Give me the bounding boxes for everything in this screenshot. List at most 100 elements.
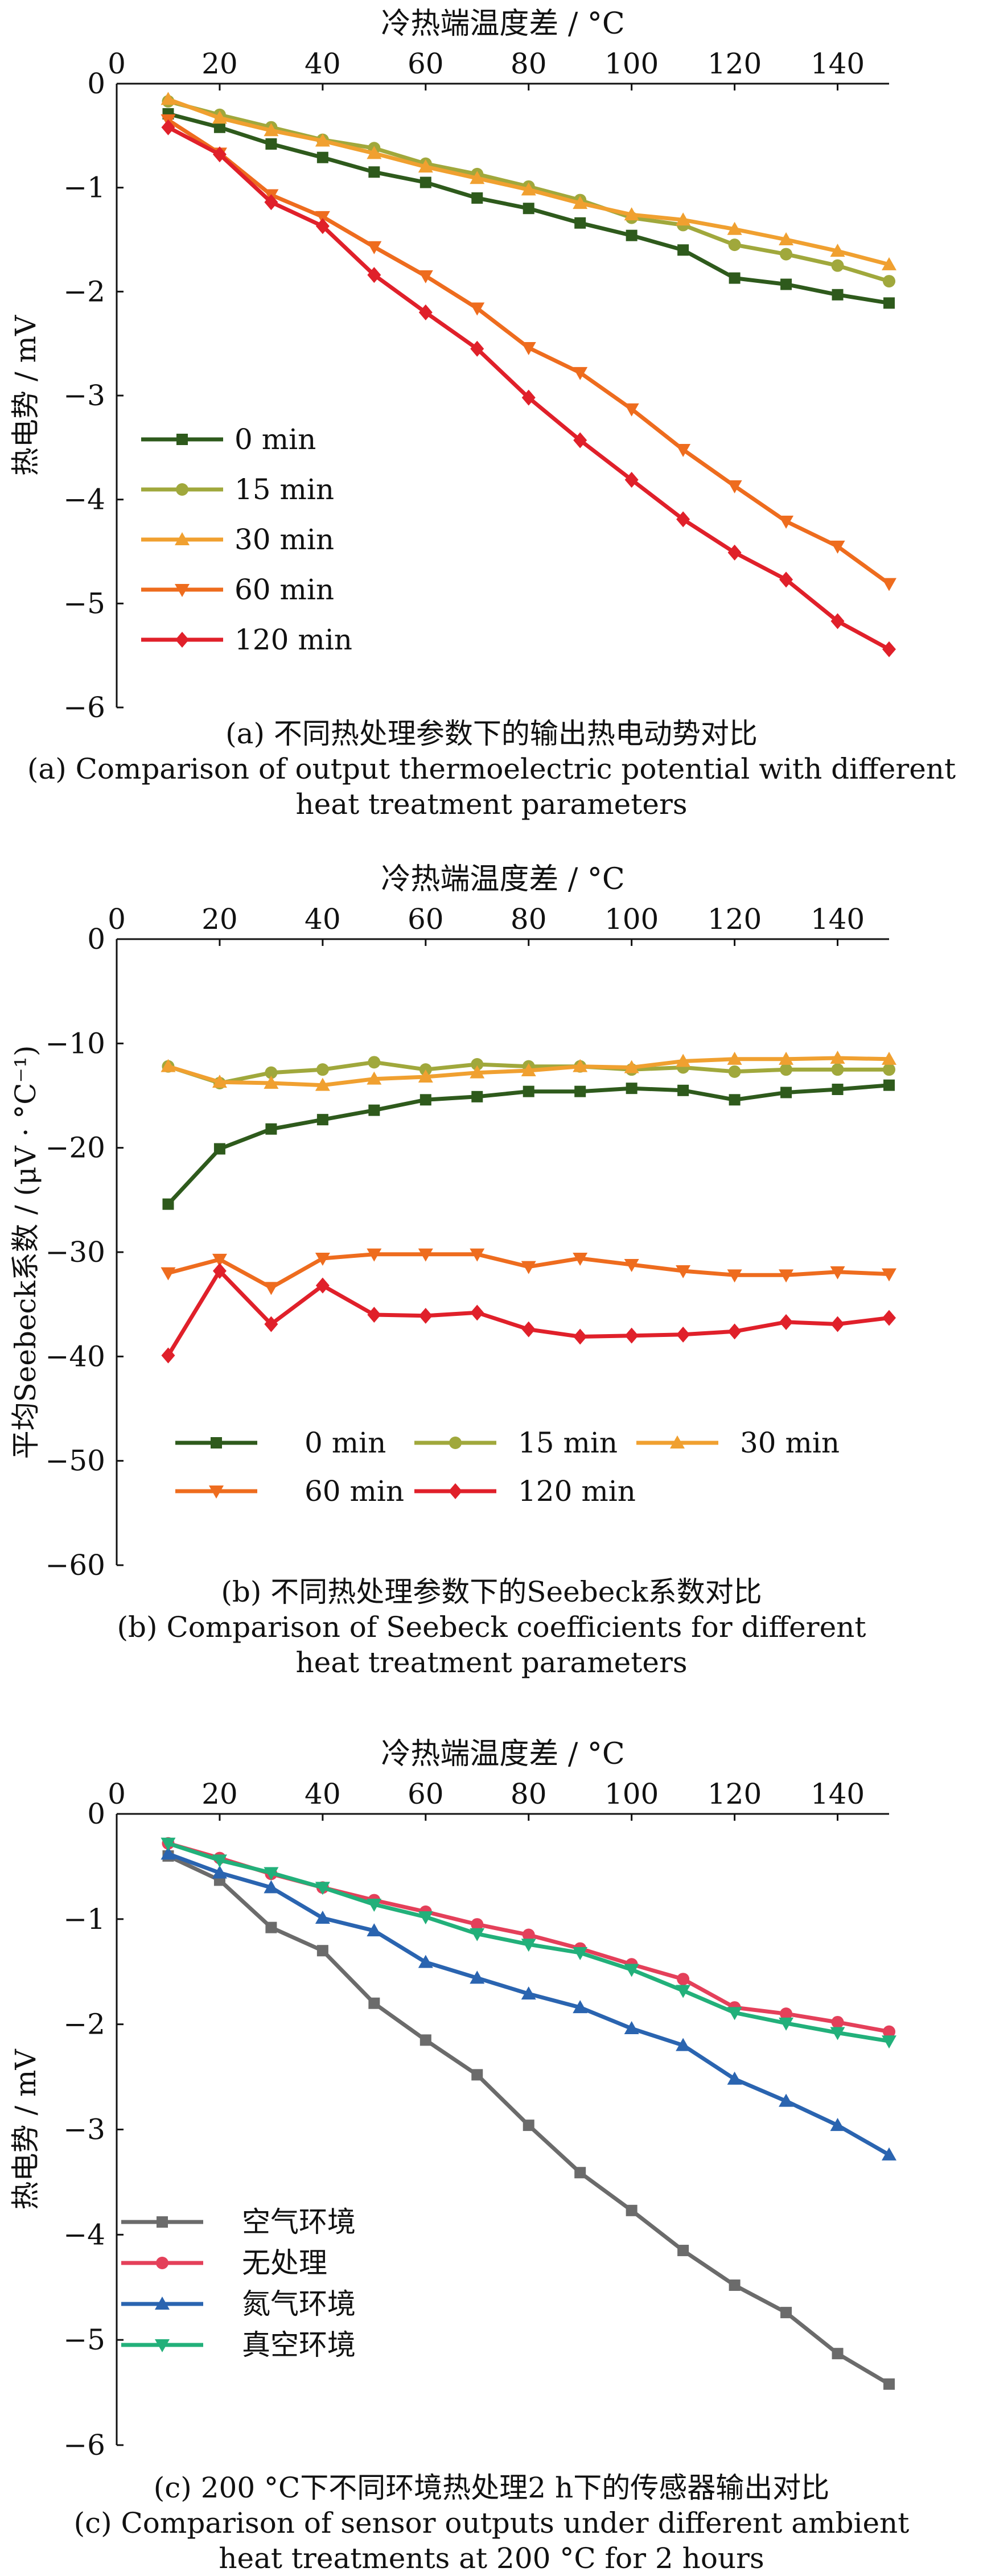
data-point [419, 1094, 431, 1106]
data-point [419, 176, 431, 188]
data-point [161, 1837, 176, 1851]
data-point [830, 540, 845, 554]
data-point [264, 1076, 279, 1089]
data-point [470, 302, 485, 316]
data-point [677, 244, 689, 256]
data-point [882, 1310, 896, 1326]
series-0 [162, 1079, 895, 1210]
data-point [212, 1865, 227, 1879]
x-axis-title: 冷热端温度差 / °C [381, 1737, 624, 1771]
data-point [470, 171, 485, 184]
data-point [418, 159, 433, 173]
data-point [676, 443, 691, 457]
data-point [727, 2071, 742, 2085]
data-point [471, 2069, 483, 2081]
data-point [882, 641, 896, 657]
data-point [573, 432, 587, 448]
data-point [162, 1198, 174, 1210]
caption-a-zh: (a) 不同热处理参数下的输出热电动势对比 [225, 717, 758, 750]
series-2 [161, 1846, 896, 2161]
y-tick-label: −2 [63, 2008, 105, 2041]
data-point [676, 1265, 691, 1278]
data-point [624, 1964, 639, 1977]
series-2 [161, 92, 896, 270]
data-point [264, 1282, 279, 1295]
legend-swatch-marker [449, 1437, 462, 1449]
data-point [367, 1248, 382, 1262]
y-tick-label: −50 [45, 1445, 105, 1478]
data-point [368, 166, 380, 178]
data-point [470, 1928, 485, 1941]
data-point [418, 270, 433, 283]
y-tick-label: 0 [87, 67, 105, 100]
data-point [780, 278, 792, 290]
data-point [728, 1065, 741, 1078]
series-0 [162, 108, 895, 309]
data-point [264, 1867, 279, 1880]
data-point [676, 1326, 690, 1343]
y-tick-label: −4 [63, 2218, 105, 2251]
data-point [727, 1269, 742, 1283]
x-tick-label: 140 [811, 903, 865, 936]
x-axis-title: 冷热端温度差 / °C [381, 7, 624, 41]
data-point [677, 2245, 689, 2257]
y-tick-label: −1 [63, 1903, 105, 1936]
data-point [418, 1954, 433, 1968]
data-point [523, 203, 534, 215]
data-point [780, 248, 793, 261]
data-point [624, 1259, 639, 1272]
y-tick-label: −20 [45, 1131, 105, 1164]
legend: 0 min 15 min 30 min 60 min 120 min [175, 1426, 840, 1508]
data-point [470, 1305, 484, 1321]
data-point [212, 1075, 227, 1088]
data-point [315, 133, 330, 147]
data-point [574, 2167, 586, 2179]
data-point [676, 511, 690, 528]
y-tick-label: −3 [63, 379, 105, 412]
data-point [522, 1928, 535, 1941]
data-point [727, 221, 742, 235]
data-point [265, 1921, 277, 1933]
data-point [418, 1248, 433, 1262]
data-point [212, 1253, 227, 1267]
data-point [265, 1123, 277, 1135]
y-tick-label: 0 [87, 923, 105, 956]
data-point [624, 403, 639, 417]
series-3 [161, 1837, 896, 2049]
y-tick-label: −6 [63, 691, 105, 724]
caption-a-en-line1: (a) Comparison of output thermoelectric … [27, 752, 956, 785]
data-point [470, 1970, 485, 1984]
data-point [315, 1277, 330, 1294]
data-point [264, 194, 278, 211]
data-point [676, 212, 691, 226]
data-point [315, 218, 330, 234]
data-point [831, 259, 844, 272]
data-point [265, 1066, 278, 1079]
data-point [624, 471, 639, 488]
y-tick-label: −10 [45, 1027, 105, 1060]
legend-swatch-marker [175, 584, 190, 597]
series-3 [161, 1248, 896, 1295]
legend-swatch-marker [176, 434, 188, 445]
legend-label: 30 min [740, 1426, 840, 1459]
data-point [574, 1085, 586, 1097]
data-point [315, 1253, 330, 1266]
data-point [367, 1923, 382, 1937]
data-point [161, 1059, 176, 1072]
data-point [831, 1063, 844, 1076]
data-point [882, 1268, 896, 1282]
chart-c: 0 20 40 60 80 100 120 140 0 −1 −2 −3 −4 −5 −6 冷热端温度差 / … [9, 1737, 896, 2462]
data-point [729, 272, 741, 284]
x-tick-label: 80 [511, 1777, 547, 1810]
data-point [264, 1316, 278, 1332]
data-point [367, 241, 382, 254]
data-point [523, 1085, 534, 1097]
data-point [624, 2021, 639, 2035]
data-point [367, 1071, 382, 1085]
data-point [573, 1059, 588, 1072]
data-point [212, 110, 227, 124]
data-point [316, 1114, 328, 1126]
data-point [779, 1051, 794, 1065]
data-point [727, 2007, 742, 2021]
